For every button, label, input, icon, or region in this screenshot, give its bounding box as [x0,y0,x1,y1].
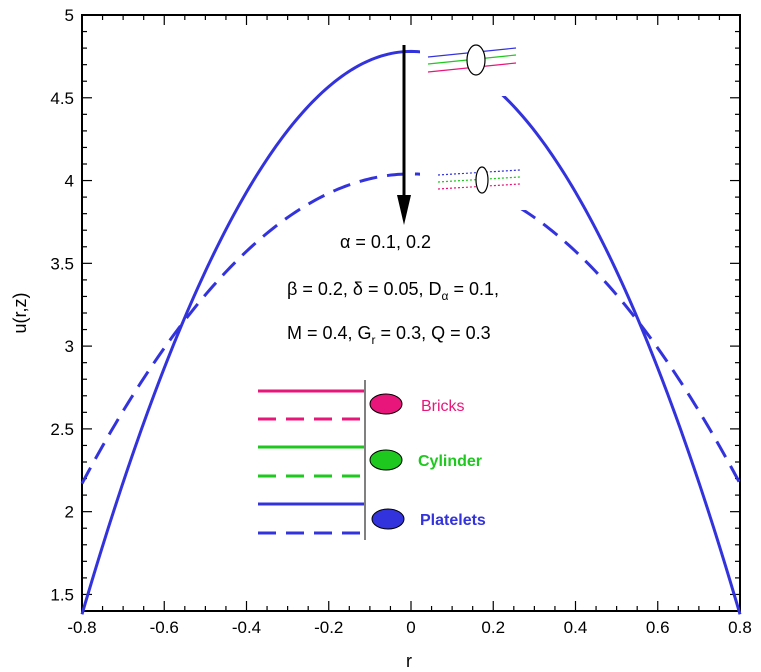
x-tick-label: -0.8 [67,618,96,637]
axis-ticks: -0.8 -0.6 -0.4 -0.2 0 0.2 0.4 0.6 0.8 1.5 2 2.5 3 3.5… [50,6,751,637]
x-tick-label: 0.4 [564,618,588,637]
y-tick-label: 1.5 [50,585,74,604]
particle-inset-solid [427,44,517,76]
legend-label-cylinder: Cylinder [418,453,482,470]
legend-label-platelets: Platelets [420,512,486,529]
x-tick-label: -0.4 [232,618,261,637]
y-tick-label: 5 [65,6,74,25]
legend-label-bricks: Bricks [421,398,465,415]
cylinder-icon [369,449,403,471]
legend: Bricks Cylinder Platelets [258,380,486,540]
y-tick-label: 4 [65,172,74,191]
x-tick-label: 0 [406,618,415,637]
platelets-icon [371,508,405,530]
annotation-alpha: α = 0.1, 0.2 [340,232,431,252]
series-line-alpha-0.2 [80,172,742,485]
y-tick-label: 3 [65,337,74,356]
series-line-alpha-0.1 [80,49,742,615]
x-tick-label: -0.2 [314,618,343,637]
y-tick-label: 4.5 [50,89,74,108]
y-tick-label: 3.5 [50,254,74,273]
particle-icon [466,44,486,76]
curve-gap-mask-2 [420,160,530,210]
direction-arrow [397,45,411,225]
y-tick-label: 2.5 [50,420,74,439]
bricks-icon [369,393,403,415]
x-tick-label: -0.6 [150,618,179,637]
x-tick-label: 0.8 [728,618,752,637]
particle-icon-small [475,166,489,194]
x-tick-label: 0.6 [646,618,670,637]
y-tick-label: 2 [65,503,74,522]
y-axis-label: u(r,z) [10,292,30,333]
annotation-params-2: M = 0.4, Gr = 0.3, Q = 0.3 [287,323,491,347]
plot-frame [81,14,741,612]
x-tick-label: 0.2 [481,618,505,637]
x-axis-label: r [406,651,412,671]
particle-inset-dashed [437,166,521,194]
annotation-params-1: β = 0.2, δ = 0.05, Dα = 0.1, [287,279,499,303]
